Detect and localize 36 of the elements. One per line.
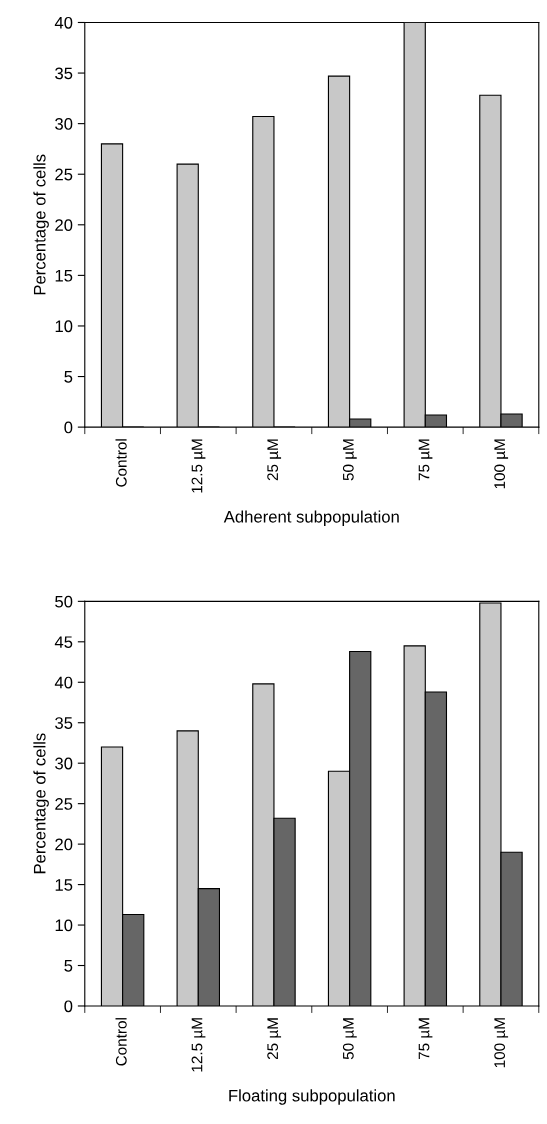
y-tick-label: 40 [54, 676, 73, 689]
y-tick-label: 5 [64, 371, 73, 383]
y-tick-label: 30 [55, 118, 73, 130]
y-tick-label: 20 [55, 219, 73, 231]
y-tick-label: 25 [55, 798, 73, 810]
x-tick-label: 75 µM [418, 439, 433, 481]
y-tick-label: 0 [64, 421, 73, 434]
x-tick-label: 75 µM [418, 1018, 433, 1060]
x-tick-label: 100 µM [494, 1018, 509, 1068]
y-tick-label: 15 [55, 879, 73, 891]
y-tick-label: 50 [55, 595, 73, 608]
y-tick-label: 25 [55, 168, 73, 181]
y-tick-label: 45 [54, 636, 73, 649]
x-axis-title: Floating subpopulation [229, 1089, 395, 1105]
x-tick-label: 50 µM [342, 439, 357, 481]
x-tick-label: 50 µM [342, 1018, 357, 1060]
y-tick-label: 35 [55, 717, 73, 729]
x-tick-label: 25 µM [267, 1018, 282, 1060]
y-tick-label: 10 [55, 320, 73, 333]
x-tick-label: Control [115, 1018, 127, 1066]
y-tick-label: 20 [55, 838, 73, 851]
x-tick-label: Control [115, 439, 127, 487]
y-tick-label: 15 [55, 269, 73, 282]
y-tick-label: 5 [64, 960, 73, 972]
x-tick-label: 25 µM [267, 439, 282, 481]
y-tick-label: 0 [64, 1000, 73, 1013]
x-tick-label: 12.5 µM [191, 439, 206, 493]
x-axis-title: Adherent subpopulation [223, 510, 399, 526]
y-tick-label: 40 [54, 16, 73, 29]
y-tick-label: 30 [55, 757, 73, 770]
y-axis-title: Percentage of cells [33, 154, 49, 295]
y-axis-title: Percentage of cells [33, 733, 49, 874]
y-tick-label: 10 [55, 919, 73, 932]
x-tick-label: 100 µM [494, 439, 509, 489]
y-tick-label: 35 [55, 67, 73, 80]
x-tick-label: 12.5 µM [191, 1018, 206, 1072]
